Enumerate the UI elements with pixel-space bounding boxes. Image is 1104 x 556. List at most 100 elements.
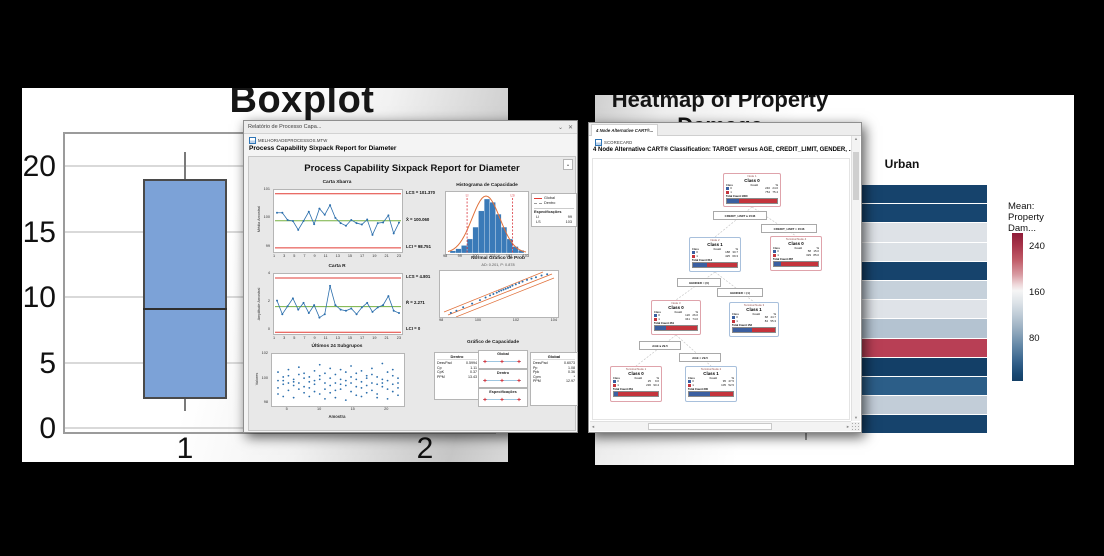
vertical-scrollbar[interactable]: ▲ ▼ xyxy=(851,136,860,421)
xbar-ucl-label: LCS = 101.370 xyxy=(406,190,436,195)
xbar-xtick: 17 xyxy=(360,254,365,258)
xbar-ytick: 101 xyxy=(263,187,270,191)
scroll-down-arrow-icon[interactable]: ▼ xyxy=(854,415,858,420)
svg-text:LI: LI xyxy=(466,194,469,198)
prob-subtitle: AD: 0.201, P: 0.878 xyxy=(481,262,515,267)
r-lcl-label: LCI = 0 xyxy=(406,326,421,331)
chevron-down-icon[interactable]: ⌄ xyxy=(557,124,563,131)
heatmap-cell-6 xyxy=(862,280,987,300)
report-title: Process Capability Sixpack Report for Di… xyxy=(304,163,520,174)
interval-dentro: Dentro xyxy=(478,369,528,388)
cart-heading: 4 Node Alternative CART® Classification:… xyxy=(593,147,854,153)
legend-specs-title: Especificações xyxy=(534,210,562,214)
capability-report-panel: Process Capability Sixpack Report for Di… xyxy=(248,156,578,431)
prob-plot xyxy=(439,270,559,318)
xbar-plot xyxy=(273,189,403,253)
tree-node-t2[interactable]: Terminal Node 2 Class 1 Class Count% 0 95 47.5… xyxy=(685,366,737,402)
capability-titlebar[interactable]: Relatório de Processo Capa... ⌄ ✕ xyxy=(244,121,577,134)
worksheet-name: MELHORIADEPROCESSOS.MTW xyxy=(258,138,328,143)
dentro-line-swatch xyxy=(534,203,542,204)
heatmap-cell-8 xyxy=(862,319,987,338)
y-axis-tick-label: 5 xyxy=(39,346,56,380)
prob-title: Normal Gráfico de Prob xyxy=(471,256,525,261)
global-stats-table: Global DesvPad 0.6073 Pp 1.08 Ppk 0.36 Cpm * PPM… xyxy=(530,352,578,406)
heatmap-cell-9 xyxy=(862,338,987,357)
interval-dentro-label: Dentro xyxy=(496,371,510,375)
vertical-scroll-thumb[interactable] xyxy=(853,152,859,200)
y-axis-tick-label: 15 xyxy=(22,215,56,249)
y-axis-tick-label: 10 xyxy=(22,281,56,314)
svg-text:LS: LS xyxy=(511,194,516,198)
stat-row: DesvPad 0.5994 xyxy=(437,361,477,365)
hist-xtick: 102 xyxy=(505,254,513,258)
subgroups-xtick: 5 xyxy=(285,407,288,411)
subgroups-xlabel: Amostra xyxy=(328,414,346,419)
xbar-title: Carta Xbarra xyxy=(322,180,352,185)
stat-row: DesvPad 0.6073 xyxy=(533,361,575,365)
r-xtick: 1 xyxy=(273,336,276,340)
whisker-lower xyxy=(184,399,186,411)
spec-ls-value: 103 xyxy=(565,219,572,224)
scroll-up-button[interactable]: ▴ xyxy=(563,159,573,170)
tree-node-t4[interactable]: Terminal Node 4 Class 0 Class Count% 0 58 15.0… xyxy=(770,236,822,271)
heatmap-column xyxy=(862,185,987,434)
dentro-stats-table: Dentro DesvPad 0.5994 Cp 1.11 CpK 0.37 PPM 13.4… xyxy=(434,352,480,400)
heatmap-colorbar xyxy=(1012,233,1023,381)
tree-node-t3[interactable]: Terminal Node 3 Class 1 Class Count% 0 68 44.7… xyxy=(729,302,779,337)
spec-li-value: 99 xyxy=(567,215,572,219)
stat-row: Pp 1.08 xyxy=(533,365,575,370)
hist-legend: Global Dentro Especificações LI 99 LS 103 xyxy=(531,193,577,228)
r-xtick: 21 xyxy=(384,336,389,340)
resize-grip[interactable] xyxy=(851,422,860,431)
xbar-ytick: 100 xyxy=(263,215,270,219)
capacity-title: Gráfico de Capacidade xyxy=(467,340,519,345)
capability-window-title: Relatório de Processo Capa... xyxy=(248,124,322,130)
heatmap-cell-11 xyxy=(862,376,987,396)
hist-xticks: 98 99 100 101 102 103 xyxy=(443,254,529,258)
spec-ls-label: LS xyxy=(536,219,541,224)
hist-xtick: 103 xyxy=(522,254,529,258)
boxplot-title: Boxplot xyxy=(229,88,375,121)
tree-node-root[interactable]: Node 1 Class 0 Class Count% 0 246 24.6 1 754 75.4… xyxy=(723,173,781,207)
median-line xyxy=(143,307,227,311)
scroll-up-arrow-icon[interactable]: ▲ xyxy=(854,136,858,141)
r-ytick: 0 xyxy=(267,327,270,331)
tree-node-node3[interactable]: Node 3 Class 0 Class Count% 0 120 26.0 1 341 74.0… xyxy=(651,300,701,335)
legend-global-label: Global xyxy=(544,196,555,200)
close-icon[interactable]: ✕ xyxy=(567,124,573,131)
cart-tabstrip: 4 Node Alternative CART®... xyxy=(589,123,861,136)
interval-global: Global xyxy=(478,350,528,369)
tree-node-node2[interactable]: Node 2 Class 1 Class Count% 0 188 30.7 1 425 69.3… xyxy=(689,237,741,272)
spec-li-label: LI xyxy=(536,215,540,219)
tree-node-t1[interactable]: Terminal Node 1 Class 0 Class Count% 0 25 9.6 1… xyxy=(610,366,662,402)
stat-row: Cpm * xyxy=(533,374,575,379)
x-axis-category-label: 2 xyxy=(416,432,434,462)
r-ytick: 2 xyxy=(267,299,270,303)
heatmap-cell-1 xyxy=(862,185,987,204)
prob-xtick: 100 xyxy=(474,317,482,322)
horizontal-scroll-thumb[interactable] xyxy=(648,423,772,430)
heatmap-cell-7 xyxy=(862,300,987,319)
heatmap-cell-10 xyxy=(862,357,987,376)
subgroups-title: Últimos 24 Subgrupos xyxy=(311,344,363,349)
horizontal-scrollbar[interactable]: ◄ ► xyxy=(590,421,851,431)
hist-xtick: 99 xyxy=(457,254,462,258)
subgroups-xtick: 20 xyxy=(384,407,389,411)
prob-xtick: 98 xyxy=(439,317,444,322)
subgroups-ytick: 100 xyxy=(261,376,268,380)
heatmap-cell-3 xyxy=(862,223,987,242)
cart-tab[interactable]: 4 Node Alternative CART®... xyxy=(591,124,659,136)
hist-plot: LI LS xyxy=(445,191,529,255)
y-axis-tick-label: 0 xyxy=(39,412,56,445)
hist-xtick: 98 xyxy=(443,254,448,258)
legend-tick-80: 80 xyxy=(1029,333,1040,344)
scroll-right-arrow-icon[interactable]: ► xyxy=(846,424,850,429)
legend-tick-160: 160 xyxy=(1029,287,1045,298)
subgroups-xtick: 10 xyxy=(317,407,322,411)
scroll-left-arrow-icon[interactable]: ◄ xyxy=(591,424,595,429)
xbar-ylabel: Média Amostral xyxy=(257,205,261,233)
r-ucl-label: LCS = 4.801 xyxy=(406,274,431,279)
r-xtick: 5 xyxy=(293,336,296,340)
stat-row: PPM 12.97 xyxy=(533,379,575,384)
cart-worksheet-row: SCORECARD xyxy=(595,139,632,146)
